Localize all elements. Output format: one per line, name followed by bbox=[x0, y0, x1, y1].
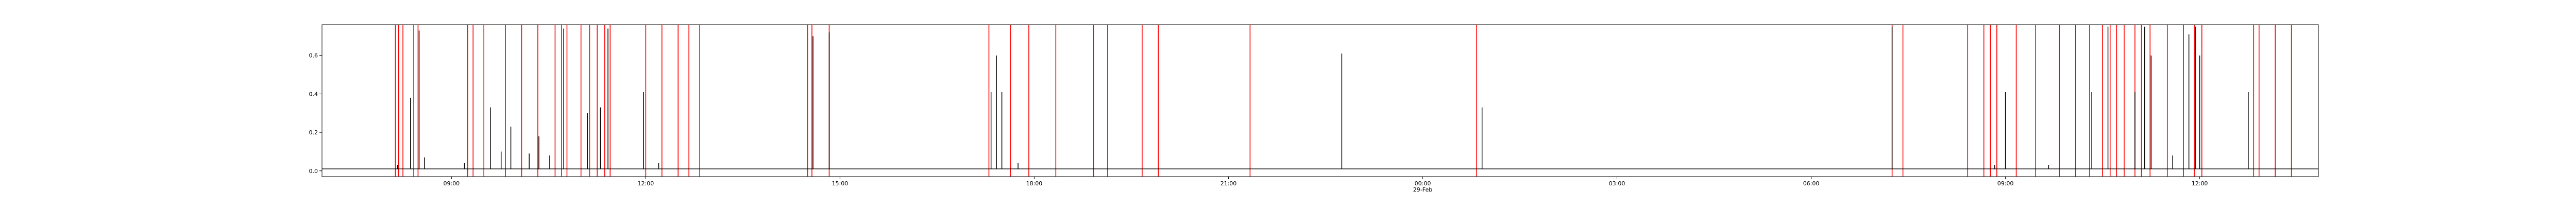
y-tick-label: 0.2 bbox=[309, 129, 318, 136]
series-layer bbox=[322, 26, 2318, 169]
x-tick-label: 03:00 bbox=[1609, 180, 1625, 187]
y-tick-label: 0.0 bbox=[309, 168, 318, 175]
x-tick-label: 00:00 bbox=[1415, 180, 1431, 187]
y-tick-label: 0.4 bbox=[309, 91, 318, 97]
x-tick-label: 12:00 bbox=[2192, 180, 2208, 187]
x-tick-sublabel: 29-Feb bbox=[1413, 186, 1432, 193]
x-tick-label: 06:00 bbox=[1803, 180, 1820, 187]
y-axis: 0.0 0.2 0.4 0.6 bbox=[309, 53, 322, 175]
x-tick-label: 18:00 bbox=[1026, 180, 1043, 187]
x-tick-label: 09:00 bbox=[1997, 180, 2014, 187]
x-tick-label: 15:00 bbox=[832, 180, 849, 187]
x-tick-label: 12:00 bbox=[638, 180, 654, 187]
y-tick-label: 0.6 bbox=[309, 53, 318, 59]
x-tick-label: 21:00 bbox=[1221, 180, 1237, 187]
x-tick-label: 09:00 bbox=[443, 180, 460, 187]
plot-frame bbox=[321, 24, 2319, 177]
